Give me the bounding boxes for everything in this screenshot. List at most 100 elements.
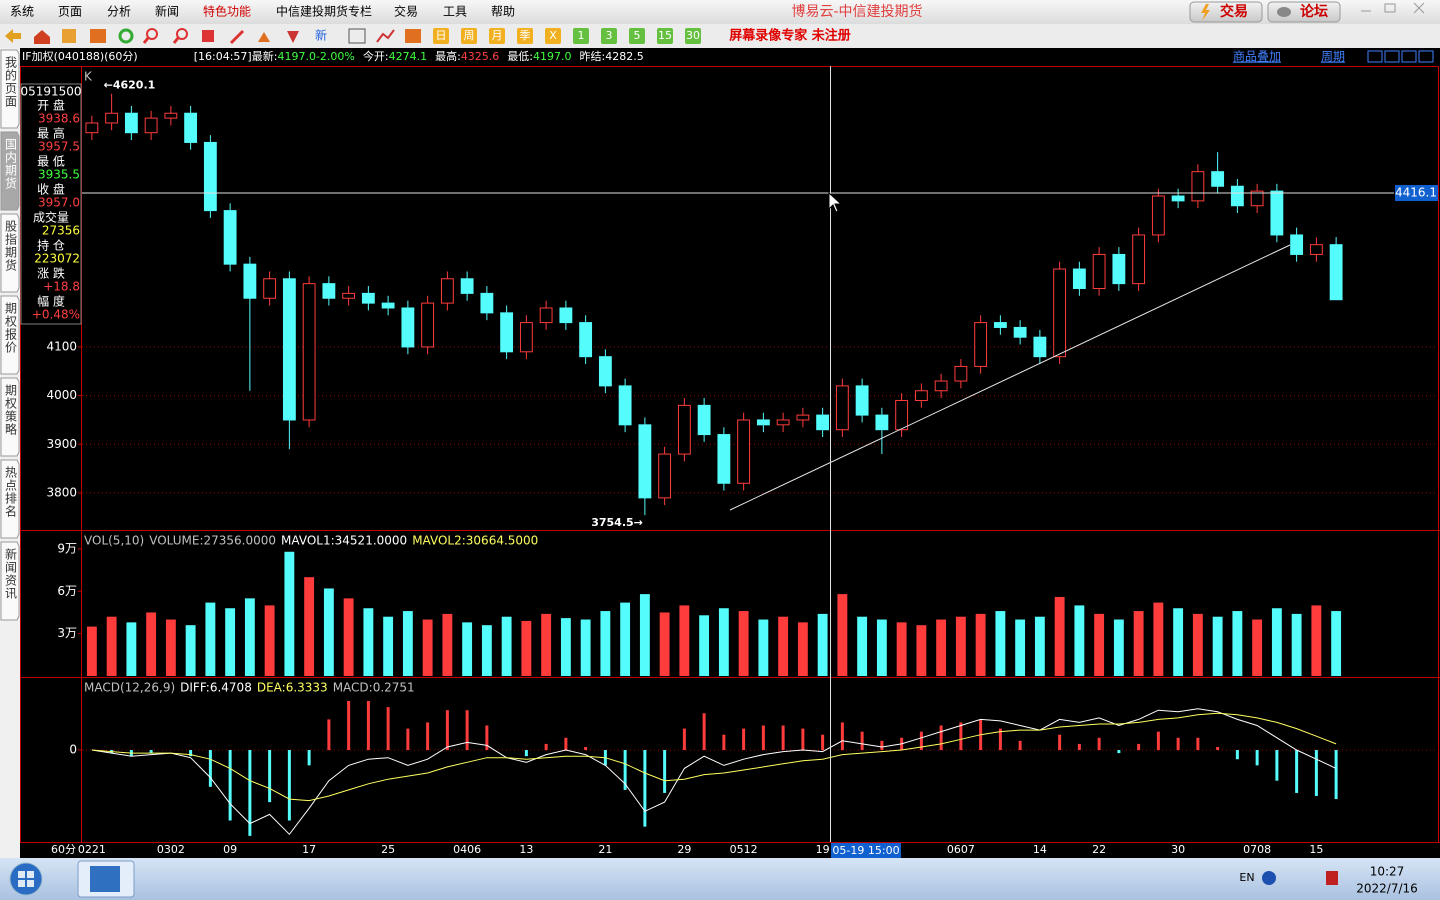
period-button[interactable]: 1 — [578, 29, 585, 42]
menu-item[interactable]: 新闻 — [155, 4, 179, 19]
volume-bar — [1331, 611, 1342, 676]
info-item: 4197.0 — [533, 50, 572, 63]
period-button-bg[interactable] — [629, 28, 645, 44]
period-button-bg[interactable] — [489, 28, 505, 44]
period-button-bg[interactable] — [517, 28, 533, 44]
candle-body — [500, 312, 514, 353]
menu-item[interactable]: 特色功能 — [203, 4, 251, 19]
max-annotation: ←4620.1 — [104, 79, 156, 92]
overlay-link[interactable]: 商品叠加 — [1233, 49, 1281, 64]
window-controls[interactable] — [1361, 2, 1425, 14]
candle-body — [105, 112, 119, 124]
quote-value: 27356 — [42, 224, 80, 238]
toolbar-new[interactable]: 新 — [315, 28, 327, 43]
forum-icon — [1277, 7, 1291, 17]
chart-frame — [20, 66, 1440, 843]
period-button[interactable]: 3 — [606, 29, 613, 42]
volume-bar — [718, 608, 729, 676]
tray-icon[interactable] — [1326, 871, 1338, 885]
candle-body — [579, 322, 593, 358]
menu-item[interactable]: 页面 — [58, 5, 82, 19]
x-tick-label: 25 — [381, 843, 395, 856]
candle-body — [638, 424, 652, 499]
volume-bar — [1252, 619, 1263, 676]
side-tab[interactable]: 新闻资讯 — [4, 547, 18, 600]
volume-bar — [896, 622, 907, 676]
volume-bar — [304, 577, 315, 676]
menu-item[interactable]: 系统 — [10, 5, 34, 19]
volume-bar — [185, 625, 196, 676]
side-tab[interactable]: 热点排名 — [4, 466, 18, 518]
info-item: 最新: — [252, 49, 278, 63]
tray-help[interactable] — [1262, 871, 1276, 885]
panel-legend: MAVOL1:34521.0000 — [281, 534, 407, 548]
panel-controls[interactable] — [1367, 50, 1434, 63]
menu-item[interactable]: 帮助 — [491, 5, 515, 19]
period-button[interactable]: X — [549, 29, 557, 42]
info-item: 今开: — [363, 49, 389, 63]
period-button[interactable]: 季 — [520, 29, 531, 42]
start-button[interactable] — [9, 862, 43, 896]
menu-item[interactable]: 交易 — [394, 4, 418, 19]
volume-bar — [600, 611, 611, 676]
candle-body — [875, 414, 889, 431]
period-link[interactable]: 周期 — [1321, 50, 1345, 64]
side-tab-bg[interactable] — [0, 377, 20, 457]
volume-bar — [699, 615, 710, 676]
period-button[interactable]: 日 — [436, 29, 447, 42]
side-tab[interactable]: 期权报价 — [4, 302, 18, 354]
volume-bar — [541, 613, 552, 676]
menu-item[interactable]: 分析 — [107, 5, 131, 19]
period-button-bg[interactable] — [545, 28, 561, 44]
side-tab-bg[interactable] — [0, 541, 20, 621]
quote-time: 05191500 — [20, 85, 81, 99]
y-tick-label: 4100 — [46, 339, 77, 353]
period-button-bg[interactable] — [433, 28, 449, 44]
panel-legend: DIFF:6.4708 — [180, 681, 252, 695]
period-button-bg[interactable] — [685, 28, 701, 44]
side-tab[interactable]: 股指期货 — [4, 220, 18, 272]
menu-item[interactable]: 工具 — [443, 5, 467, 19]
volume-bar — [462, 622, 473, 676]
side-tab-bg[interactable] — [0, 131, 20, 211]
candle-body — [539, 307, 553, 324]
side-tab-bg[interactable] — [0, 295, 20, 375]
volume-bar — [1054, 596, 1065, 676]
volume-bar — [1311, 605, 1322, 676]
candle-body — [776, 419, 790, 426]
period-button[interactable]: 周 — [464, 29, 475, 42]
period-button-bg[interactable] — [657, 28, 673, 44]
side-tab[interactable]: 我的页面 — [4, 56, 18, 108]
period-button-bg[interactable] — [573, 28, 589, 44]
candle-body — [618, 385, 632, 426]
forum-button-bg[interactable] — [1267, 1, 1341, 23]
period-button-bg[interactable] — [601, 28, 617, 44]
period-button[interactable]: 15 — [658, 29, 672, 42]
quote-panel — [20, 83, 82, 325]
volume-bar — [857, 616, 868, 676]
period-button-bg[interactable] — [461, 28, 477, 44]
period-button[interactable]: 30 — [686, 29, 700, 42]
trade-button-bg[interactable] — [1189, 1, 1263, 23]
side-tab[interactable]: 期权策略 — [4, 384, 18, 436]
clock-date: 2022/7/16 — [1356, 882, 1418, 896]
info-item: 4274.1 — [389, 50, 428, 63]
side-tab-bg[interactable] — [0, 213, 20, 293]
side-tab[interactable]: 国内期货 — [4, 138, 18, 190]
candle-body — [1112, 253, 1126, 285]
side-tab-bg[interactable] — [0, 459, 20, 539]
volume-bar — [659, 612, 670, 676]
trade-button[interactable]: 交易 — [1220, 3, 1248, 20]
side-tab-bg[interactable] — [0, 49, 20, 129]
candle-body — [737, 419, 751, 484]
tray-language[interactable]: EN — [1239, 871, 1254, 884]
x-tick-label: 0221 — [78, 843, 106, 856]
volume-bar — [86, 626, 97, 676]
forum-button[interactable]: 论坛 — [1300, 3, 1328, 20]
toolbar-icons[interactable] — [5, 28, 421, 45]
volume-bar — [1153, 602, 1164, 676]
period-button[interactable]: 5 — [634, 29, 641, 42]
menu-item[interactable]: 中信建投期货专栏 — [276, 4, 372, 19]
period-button[interactable]: 月 — [492, 29, 503, 42]
